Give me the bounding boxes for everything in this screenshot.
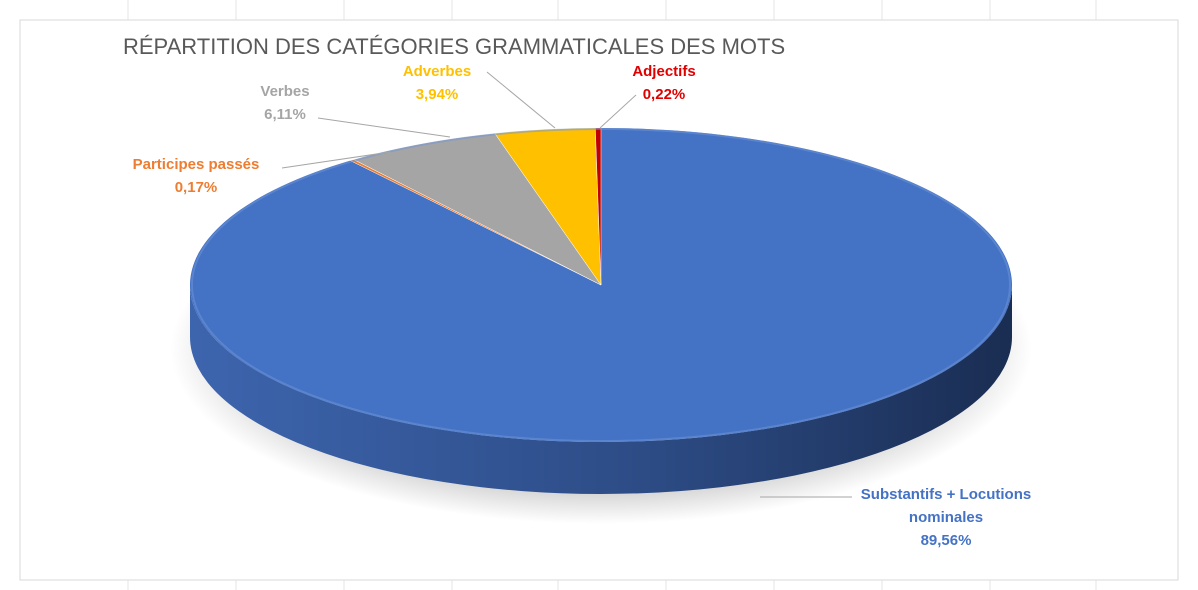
- data-value-label: 0,17%: [175, 179, 218, 196]
- leader-line: [599, 94, 637, 129]
- data-label: nominales: [909, 509, 983, 526]
- data-label: Participes passés: [133, 156, 260, 173]
- data-value-label: 3,94%: [416, 86, 459, 103]
- leader-line: [486, 71, 556, 129]
- data-label: Substantifs + Locutions: [861, 486, 1031, 503]
- pie-side: [190, 285, 1012, 494]
- data-label: Verbes: [260, 83, 309, 100]
- pie-highlight: [191, 128, 1011, 442]
- data-value-label: 89,56%: [921, 532, 972, 549]
- leader-line: [317, 117, 451, 138]
- chart-title: RÉPARTITION DES CATÉGORIES GRAMMATICALES…: [123, 34, 785, 59]
- sheet-grid: [127, 0, 1097, 590]
- data-label: Adjectifs: [632, 63, 695, 80]
- data-label: Adverbes: [403, 63, 471, 80]
- data-value-label: 6,11%: [264, 106, 306, 123]
- data-value-label: 0,22%: [643, 86, 686, 103]
- leader-line: [281, 151, 391, 169]
